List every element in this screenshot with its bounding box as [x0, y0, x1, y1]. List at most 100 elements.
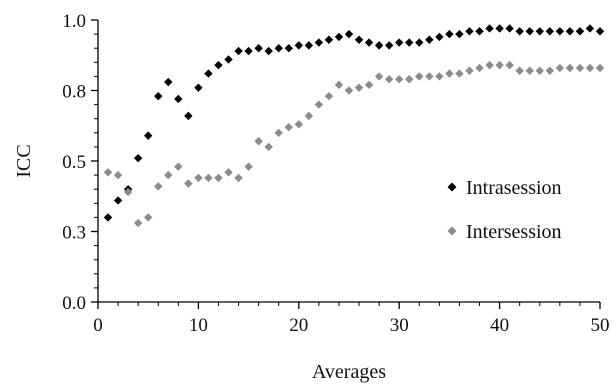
legend-label-intersession: Intersession [466, 221, 562, 243]
y-tick-label: 0.8 [62, 82, 86, 103]
legend-marker-intrasession [447, 182, 457, 192]
data-point-intrasession [445, 29, 454, 39]
y-tick-label: 0.5 [62, 152, 86, 173]
data-point-intersession [575, 63, 585, 73]
x-tick-label: 50 [591, 315, 610, 336]
data-point-intersession [465, 66, 474, 75]
data-point-intrasession [214, 60, 223, 70]
data-point-intrasession [535, 27, 544, 36]
data-point-intrasession [515, 27, 524, 36]
y-tick-label: 1.0 [62, 11, 86, 32]
x-axis-title: Averages [312, 361, 386, 383]
data-point-intersession [455, 69, 464, 78]
data-point-intersession [133, 218, 143, 228]
y-tick-label: 0.0 [62, 293, 86, 314]
data-point-intersession [384, 75, 394, 84]
data-point-intersession [234, 173, 243, 183]
data-point-intersession [585, 63, 595, 73]
data-point-intrasession [234, 46, 243, 56]
legend-marker-intersession [447, 226, 457, 236]
data-point-intrasession [555, 27, 565, 36]
data-point-intrasession [254, 44, 263, 53]
data-point-intersession [244, 162, 253, 171]
data-point-intrasession [525, 27, 534, 36]
data-point-intersession [314, 100, 324, 109]
data-point-intrasession [354, 35, 364, 44]
data-point-intersession [495, 60, 504, 70]
data-point-intrasession [294, 41, 303, 50]
data-point-intrasession [334, 32, 344, 42]
plot-frame [97, 20, 600, 303]
y-axis-ticks: 0.0 0.3 0.5 0.8 1.0 [62, 11, 98, 314]
data-point-intersession [525, 66, 534, 75]
data-point-intersession [425, 72, 434, 81]
data-point-intersession [324, 91, 334, 101]
x-tick-label: 30 [390, 315, 409, 336]
data-point-intrasession [154, 91, 163, 101]
data-point-intrasession [395, 38, 404, 47]
data-point-intrasession [405, 38, 414, 47]
data-point-intersession [415, 72, 424, 81]
data-point-intersession [123, 187, 133, 197]
data-point-intrasession [475, 27, 484, 36]
data-point-intersession [204, 173, 213, 183]
data-point-intrasession [575, 27, 585, 36]
data-point-intersession [214, 173, 223, 183]
data-point-intrasession [113, 196, 123, 205]
y-tick-label: 0.3 [62, 223, 86, 244]
series-layer [103, 24, 605, 228]
data-point-intrasession [264, 46, 273, 56]
data-point-intrasession [545, 27, 554, 36]
data-point-intersession [344, 86, 354, 95]
data-point-intersession [113, 170, 123, 180]
x-tick-label: 0 [93, 315, 103, 336]
data-point-intrasession [415, 38, 424, 47]
data-point-intersession [555, 63, 565, 73]
data-point-intersession [475, 63, 484, 73]
data-point-intersession [274, 128, 283, 137]
data-point-intrasession [565, 27, 575, 36]
data-point-intersession [264, 142, 273, 152]
data-point-intrasession [304, 41, 314, 50]
data-point-intersession [294, 120, 303, 129]
x-tick-label: 10 [189, 315, 208, 336]
x-axis-ticks: 0 10 20 30 40 50 [93, 302, 610, 336]
legend: Intrasession Intersession [447, 177, 562, 243]
data-point-intersession [174, 162, 183, 171]
data-point-intrasession [364, 38, 374, 47]
data-point-intrasession [314, 38, 324, 47]
legend-label-intrasession: Intrasession [466, 177, 562, 199]
data-point-intersession [505, 60, 514, 70]
data-point-intersession [435, 72, 444, 81]
data-point-intrasession [103, 213, 113, 222]
data-point-intersession [445, 69, 454, 78]
series-intrasession [103, 24, 605, 222]
data-point-intrasession [164, 77, 173, 87]
data-point-intrasession [435, 32, 444, 42]
data-point-intrasession [133, 153, 143, 163]
data-point-intrasession [174, 94, 183, 104]
data-point-intersession [224, 168, 233, 177]
data-point-intrasession [204, 69, 213, 78]
data-point-intersession [545, 66, 554, 75]
x-tick-label: 20 [289, 315, 308, 336]
data-point-intersession [334, 80, 344, 90]
data-point-intersession [354, 83, 364, 92]
data-point-intrasession [374, 41, 384, 50]
data-point-intersession [485, 60, 494, 70]
data-point-intrasession [384, 41, 394, 50]
data-point-intrasession [485, 24, 494, 33]
data-point-intrasession [455, 29, 464, 39]
data-point-intersession [395, 75, 404, 84]
data-point-intersession [405, 75, 414, 84]
data-point-intrasession [274, 44, 283, 53]
data-point-intersession [364, 80, 374, 90]
data-point-intrasession [425, 35, 434, 44]
data-point-intrasession [495, 24, 504, 33]
y-axis-title: ICC [13, 144, 35, 177]
data-point-intersession [103, 168, 113, 177]
data-point-intrasession [244, 46, 253, 56]
data-point-intersession [254, 137, 263, 146]
data-point-intrasession [324, 35, 334, 44]
